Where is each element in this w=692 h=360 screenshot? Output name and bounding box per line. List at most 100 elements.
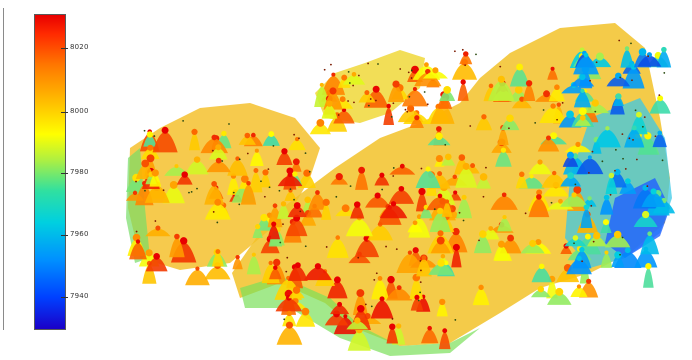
point-speck xyxy=(624,168,627,170)
crown-top xyxy=(452,227,460,236)
tree-crown xyxy=(546,280,558,299)
crown-top xyxy=(458,154,466,161)
tree-crown xyxy=(297,174,316,189)
tree-crown xyxy=(643,267,654,288)
tree-crown xyxy=(252,227,263,238)
point-speck xyxy=(221,160,224,162)
tree-crown xyxy=(438,332,451,350)
crown-top xyxy=(412,247,419,254)
point-speck xyxy=(641,125,644,128)
point-speck xyxy=(357,256,360,259)
crown-top xyxy=(377,276,383,281)
point-speck xyxy=(632,139,634,141)
point-speck xyxy=(325,246,328,248)
crown-top xyxy=(432,67,439,74)
point-speck xyxy=(364,303,367,306)
crown-top xyxy=(488,226,494,231)
crown-top xyxy=(461,194,467,200)
crown-top xyxy=(322,198,330,206)
crown-top xyxy=(614,168,621,176)
crown-top xyxy=(443,260,449,266)
tree-crown xyxy=(495,151,512,167)
tree-crown xyxy=(410,298,424,311)
crown-top xyxy=(273,258,281,267)
tree-crown xyxy=(656,51,672,68)
point-speck xyxy=(419,281,422,284)
crown-top xyxy=(155,225,161,231)
crown-top xyxy=(425,166,431,172)
point-speck xyxy=(308,170,311,173)
crown-top xyxy=(435,155,443,163)
point-speck xyxy=(154,220,157,222)
point-speck xyxy=(260,180,262,183)
tree-crown xyxy=(490,195,518,210)
tree-crown xyxy=(428,263,454,275)
crown-top xyxy=(358,166,366,174)
tree-crown xyxy=(570,287,588,298)
tick-mark xyxy=(61,235,68,236)
tree-crown xyxy=(641,192,666,207)
crown-top xyxy=(603,194,610,201)
tree-crown xyxy=(570,77,595,87)
crown-top xyxy=(525,80,533,87)
crown-top xyxy=(624,46,630,51)
point-speck xyxy=(485,166,487,169)
tree-crown xyxy=(246,256,261,275)
crown-top xyxy=(566,110,574,119)
crown-top xyxy=(481,114,487,120)
point-speck xyxy=(499,65,502,68)
tree-crown xyxy=(522,84,536,101)
point-speck xyxy=(420,269,422,272)
tree-crown xyxy=(457,83,469,101)
tree-crown xyxy=(548,88,566,102)
crown-top xyxy=(191,128,198,136)
point-speck xyxy=(614,148,617,151)
tree-crown xyxy=(346,321,369,330)
point-speck xyxy=(595,61,598,64)
crown-top xyxy=(478,230,487,238)
crown-top xyxy=(244,132,251,139)
crown-top xyxy=(331,72,336,77)
point-speck xyxy=(347,70,350,73)
crown-top xyxy=(463,51,469,57)
crown-top xyxy=(566,151,574,159)
crown-top xyxy=(195,266,200,271)
tree-crown xyxy=(277,175,303,187)
crown-top xyxy=(315,190,320,195)
tree-crown xyxy=(599,198,614,215)
crown-top xyxy=(535,238,542,246)
crown-top xyxy=(215,157,222,164)
crown-top xyxy=(268,260,273,266)
crown-top xyxy=(500,147,507,153)
crown-top xyxy=(294,262,301,269)
crown-top xyxy=(329,87,337,95)
crown-top xyxy=(335,173,343,181)
tree-crown xyxy=(528,162,552,175)
tree-crown xyxy=(321,104,338,119)
tree-crown xyxy=(564,144,592,153)
crown-top xyxy=(587,155,592,160)
crown-top xyxy=(635,111,642,118)
tree-crown xyxy=(295,312,316,327)
crown-top xyxy=(240,175,249,183)
crown-top xyxy=(392,80,400,88)
point-speck xyxy=(367,104,370,107)
point-speck xyxy=(661,159,664,162)
crown-top xyxy=(479,173,488,181)
point-speck xyxy=(635,158,638,161)
tree-crown xyxy=(439,90,456,101)
crown-top xyxy=(436,126,442,132)
point-speck xyxy=(216,221,219,224)
crown-top xyxy=(576,255,582,261)
point-speck xyxy=(153,135,156,137)
tree-crown xyxy=(277,204,290,219)
tree-crown xyxy=(539,107,567,124)
point-speck xyxy=(369,98,372,100)
crown-top xyxy=(292,171,298,177)
crown-top xyxy=(262,169,269,176)
tree-crown xyxy=(475,117,493,131)
point-speck xyxy=(419,260,422,262)
point-speck xyxy=(304,152,307,155)
crown-top xyxy=(613,230,622,239)
tree-crown xyxy=(430,104,455,124)
